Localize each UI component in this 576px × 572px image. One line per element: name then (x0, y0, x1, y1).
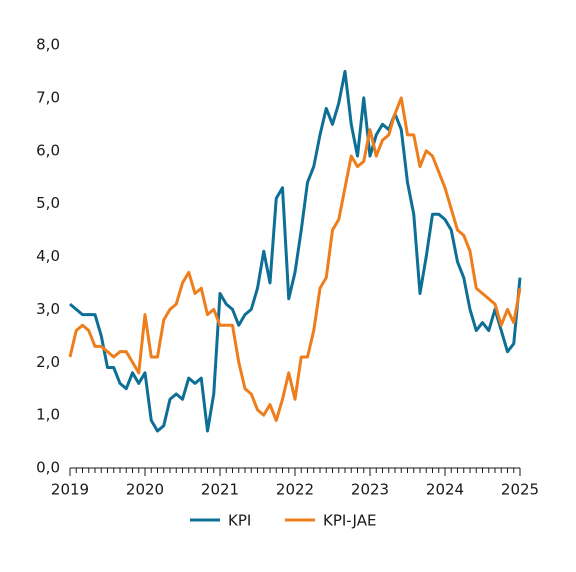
y-tick-label: 1,0 (36, 406, 60, 424)
legend-label: KPI-JAE (323, 512, 376, 530)
y-tick-label: 7,0 (36, 88, 60, 106)
x-tick-label: 2022 (276, 481, 314, 499)
series-line (69, 69, 522, 433)
legend-label: KPI (228, 512, 251, 530)
y-tick-label: 6,0 (36, 141, 60, 159)
x-tick-label: 2025 (501, 481, 539, 499)
y-tick-label: 5,0 (36, 194, 60, 212)
x-tick-label: 2024 (426, 481, 464, 499)
x-tick-label: 2023 (351, 481, 389, 499)
x-tick-label: 2021 (201, 481, 239, 499)
x-tick-label: 2020 (126, 481, 164, 499)
series-line (68, 96, 522, 422)
y-tick-label: 4,0 (36, 247, 60, 265)
y-tick-label: 3,0 (36, 300, 60, 318)
y-tick-label: 2,0 (36, 353, 60, 371)
y-tick-label: 8,0 (36, 36, 60, 54)
y-tick-label: 0,0 (36, 459, 60, 477)
x-tick-label: 2019 (51, 481, 89, 499)
